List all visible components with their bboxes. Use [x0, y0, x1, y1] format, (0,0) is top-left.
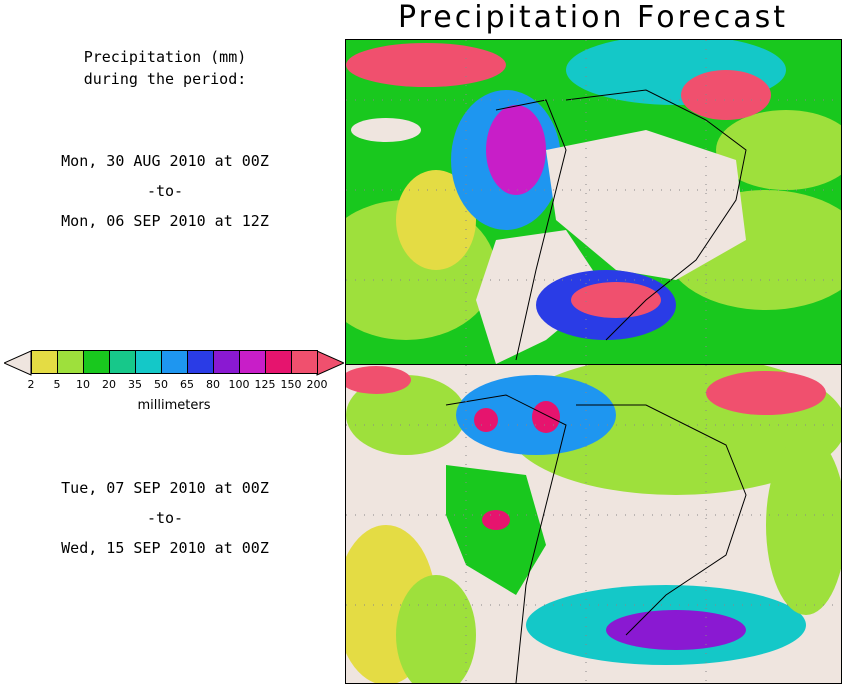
- colorbar-tick-label: 10: [76, 378, 90, 391]
- colorbar-tick-label: 150: [280, 378, 302, 391]
- colorbar-tick-label: 100: [228, 378, 250, 391]
- period-header: Precipitation (mm) during the period:: [0, 46, 330, 90]
- colorbar-swatch: [135, 350, 162, 374]
- colorbar-under-arrow: [4, 350, 32, 376]
- colorbar-tick-label: 80: [206, 378, 220, 391]
- colorbar-tick-label: 20: [102, 378, 116, 391]
- colorbar-tick-label: 125: [254, 378, 276, 391]
- forecast-map-period-1: [345, 39, 842, 365]
- colorbar-tick-label: 2: [27, 378, 35, 391]
- header-line-1: Precipitation (mm): [83, 48, 247, 66]
- colorbar-tick-label: 200: [306, 378, 328, 391]
- colorbar-swatch: [109, 350, 136, 374]
- colorbar-swatch: [213, 350, 240, 374]
- colorbar-swatch: [161, 350, 188, 374]
- period-2-start: Tue, 07 SEP 2010 at 00Z: [61, 479, 269, 497]
- colorbar-tick-label: 5: [53, 378, 61, 391]
- period-1-end: Mon, 06 SEP 2010 at 12Z: [61, 212, 269, 230]
- page-title: Precipitation Forecast: [398, 0, 788, 35]
- colorbar-tick-label: 65: [180, 378, 194, 391]
- colorbar-swatch: [265, 350, 292, 374]
- period-1-separator: -to-: [146, 182, 184, 200]
- period-1-dates: Mon, 30 AUG 2010 at 00Z -to- Mon, 06 SEP…: [0, 150, 330, 232]
- colorbar-over-arrow: [316, 350, 344, 376]
- forecast-map-period-2: [345, 364, 842, 684]
- period-2-dates: Tue, 07 SEP 2010 at 00Z -to- Wed, 15 SEP…: [0, 477, 330, 559]
- colorbar-tick-label: 35: [128, 378, 142, 391]
- map-2-graphic: [346, 365, 841, 683]
- colorbar-swatch: [291, 350, 318, 374]
- period-1-start: Mon, 30 AUG 2010 at 00Z: [61, 152, 269, 170]
- color-legend: 2 5 10 20 35 50 65 80 100 125 150 200 millimeters: [4, 348, 344, 413]
- colorbar-swatch: [187, 350, 214, 374]
- colorbar-units: millimeters: [137, 398, 211, 413]
- colorbar-swatch: [57, 350, 84, 374]
- header-line-2: during the period:: [83, 70, 247, 88]
- colorbar-swatch: [83, 350, 110, 374]
- colorbar-tick-label: 50: [154, 378, 168, 391]
- map-1-graphic: [346, 40, 841, 364]
- colorbar-swatch: [239, 350, 266, 374]
- colorbar-swatch: [31, 350, 58, 374]
- period-2-end: Wed, 15 SEP 2010 at 00Z: [61, 539, 269, 557]
- period-2-separator: -to-: [146, 509, 184, 527]
